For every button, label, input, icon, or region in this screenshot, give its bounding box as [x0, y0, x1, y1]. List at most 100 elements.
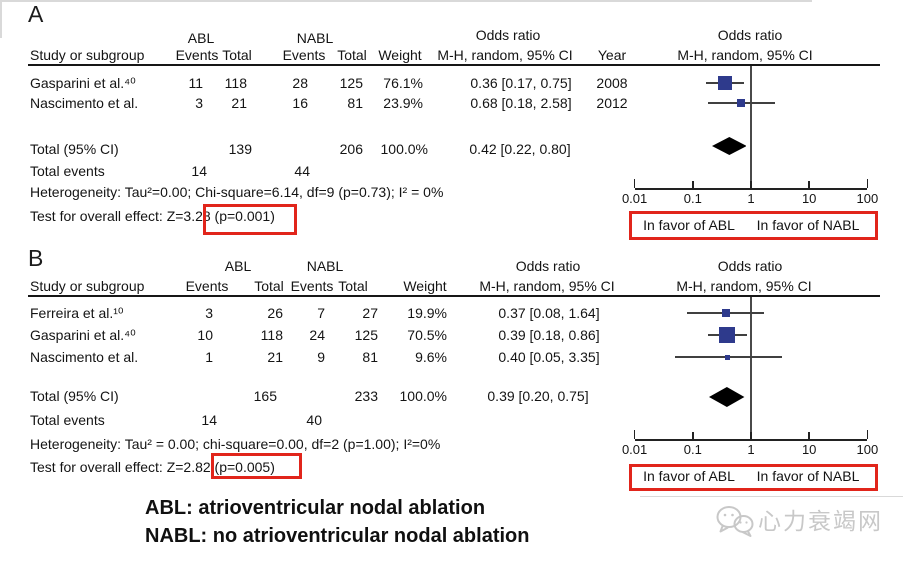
panel-a-col-header-abl-total: Total — [222, 47, 252, 63]
x-axis-tick-label: 0.01 — [621, 191, 648, 206]
x-axis-tick — [633, 179, 636, 188]
panel-a-total-abl: 139 — [228, 141, 252, 157]
or-ci-cell: 0.39 [0.18, 0.86] — [498, 327, 600, 343]
nabl-total-cell: 125 — [354, 327, 378, 343]
abl-total-cell: 26 — [267, 305, 283, 321]
panel-a-total-weight: 100.0% — [380, 141, 428, 157]
bottom-divider-line — [640, 496, 903, 497]
panel-b-total-events-nabl: 40 — [306, 412, 322, 428]
x-axis-tick-label: 100 — [856, 191, 879, 206]
panel-b-total-abl: 165 — [253, 388, 277, 404]
panel-a-header-rule — [28, 64, 880, 66]
or-square — [718, 76, 733, 90]
panel-b-col-header-abl-events: Events — [185, 278, 229, 294]
abl-events-cell: 3 — [195, 95, 203, 111]
or-square — [719, 327, 736, 343]
nabl-total-cell: 125 — [339, 75, 363, 91]
x-axis-tick — [692, 432, 694, 439]
study-name: Ferreira et al.¹⁰ — [30, 305, 124, 321]
weight-cell: 19.9% — [407, 305, 447, 321]
panel-a-favor-right-label: In favor of NABL — [756, 217, 860, 233]
abl-total-cell: 118 — [224, 75, 247, 91]
x-axis-tick-label: 0.1 — [683, 442, 702, 457]
summary-diamond — [711, 137, 747, 155]
panel-b-favor-right-label: In favor of NABL — [756, 468, 860, 484]
panel-a-col-header-mh-right: M-H, random, 95% CI — [677, 47, 813, 63]
panel-b-col-header-weight: Weight — [403, 278, 447, 294]
study-name: Gasparini et al.⁴⁰ — [30, 75, 136, 91]
wechat-icon — [714, 504, 756, 540]
no-effect-line — [750, 297, 752, 441]
panel-a-col-header-weight: Weight — [378, 47, 422, 63]
panel-a-total-nabl: 206 — [339, 141, 363, 157]
panel-a-overall-effect-text: Test for overall effect: Z=3.28 (p=0.001… — [30, 208, 275, 224]
panel-a-total-events-label: Total events — [30, 163, 105, 179]
year-cell: 2012 — [596, 95, 628, 111]
panel-b-group-header-nabl: NABL — [306, 258, 344, 274]
or-square — [721, 309, 730, 317]
top-border-line — [0, 0, 812, 2]
nabl-events-cell: 24 — [309, 327, 325, 343]
panel-b-group-header-odds-ratio-left: Odds ratio — [515, 258, 581, 274]
panel-b-col-header-abl-total: Total — [254, 278, 284, 294]
or-ci-cell: 0.68 [0.18, 2.58] — [470, 95, 572, 111]
panel-b-col-header-nabl-events: Events — [290, 278, 334, 294]
panel-a-group-header-nabl: NABL — [296, 30, 334, 46]
left-border-line — [0, 0, 2, 38]
abl-events-cell: 11 — [188, 75, 203, 91]
panel-a-col-header-year: Year — [597, 47, 627, 63]
or-ci-cell: 0.37 [0.08, 1.64] — [498, 305, 600, 321]
abl-events-cell: 3 — [205, 305, 213, 321]
study-name: Nascimento et al. — [30, 95, 139, 111]
or-ci-cell: 0.40 [0.05, 3.35] — [498, 349, 600, 365]
panel-a-favor-left-label: In favor of ABL — [643, 217, 735, 233]
panel-b-total-events-abl: 14 — [201, 412, 217, 428]
x-axis-tick — [633, 430, 636, 439]
x-axis-tick-label: 100 — [856, 442, 879, 457]
or-square — [737, 99, 746, 107]
x-axis-line — [634, 188, 868, 190]
panel-a-total-label: Total (95% CI) — [30, 141, 119, 157]
x-axis-tick-label: 1 — [747, 191, 755, 206]
panel-b-favor-left-label: In favor of ABL — [643, 468, 735, 484]
or-ci-cell: 0.36 [0.17, 0.75] — [470, 75, 572, 91]
x-axis-tick-label: 0.1 — [683, 191, 702, 206]
nabl-events-cell: 9 — [317, 349, 325, 365]
panel-a-col-header-mh-left: M-H, random, 95% CI — [437, 47, 573, 63]
weight-cell: 70.5% — [407, 327, 447, 343]
panel-b-col-header-nabl-total: Total — [338, 278, 368, 294]
panel-b-total-label: Total (95% CI) — [30, 388, 119, 404]
abl-events-cell: 1 — [205, 349, 213, 365]
x-axis-tick — [808, 181, 810, 188]
nabl-events-cell: 16 — [292, 95, 308, 111]
highlight-box-panel-b-p-value — [211, 453, 302, 479]
no-effect-line — [750, 66, 752, 190]
highlight-box-panel-b-favor-labels — [629, 464, 878, 491]
panel-a-col-header-nabl-events: Events — [282, 47, 326, 63]
year-cell: 2008 — [596, 75, 628, 91]
study-name: Nascimento et al. — [30, 349, 139, 365]
panel-a-total-events-abl: 14 — [191, 163, 207, 179]
weight-cell: 23.9% — [383, 95, 423, 111]
panel-b-total-or-ci: 0.39 [0.20, 0.75] — [487, 388, 589, 404]
abl-total-cell: 21 — [231, 95, 247, 111]
x-axis-tick-label: 1 — [747, 442, 755, 457]
x-axis-tick-label: 0.01 — [621, 442, 648, 457]
study-name: Gasparini et al.⁴⁰ — [30, 327, 136, 343]
panel-b-group-header-abl: ABL — [224, 258, 252, 274]
panel-b-col-header-study: Study or subgroup — [30, 278, 145, 294]
panel-a-heterogeneity-text: Heterogeneity: Tau²=0.00; Chi-square=6.1… — [30, 184, 444, 200]
panel-b-group-header-odds-ratio-right: Odds ratio — [717, 258, 783, 274]
x-axis-tick-label: 10 — [801, 442, 817, 457]
panel-a-col-header-nabl-total: Total — [337, 47, 367, 63]
caption-line-2: NABL: no atrioventricular nodal ablation — [145, 525, 530, 547]
summary-diamond — [709, 387, 745, 407]
nabl-events-cell: 7 — [317, 305, 325, 321]
watermark-text: 心力衰竭网 — [758, 508, 883, 534]
panel-b-total-weight: 100.0% — [399, 388, 447, 404]
highlight-box-panel-a-favor-labels — [629, 211, 878, 240]
x-axis-tick — [808, 432, 810, 439]
x-axis-tick — [750, 432, 752, 439]
nabl-total-cell: 81 — [362, 349, 378, 365]
